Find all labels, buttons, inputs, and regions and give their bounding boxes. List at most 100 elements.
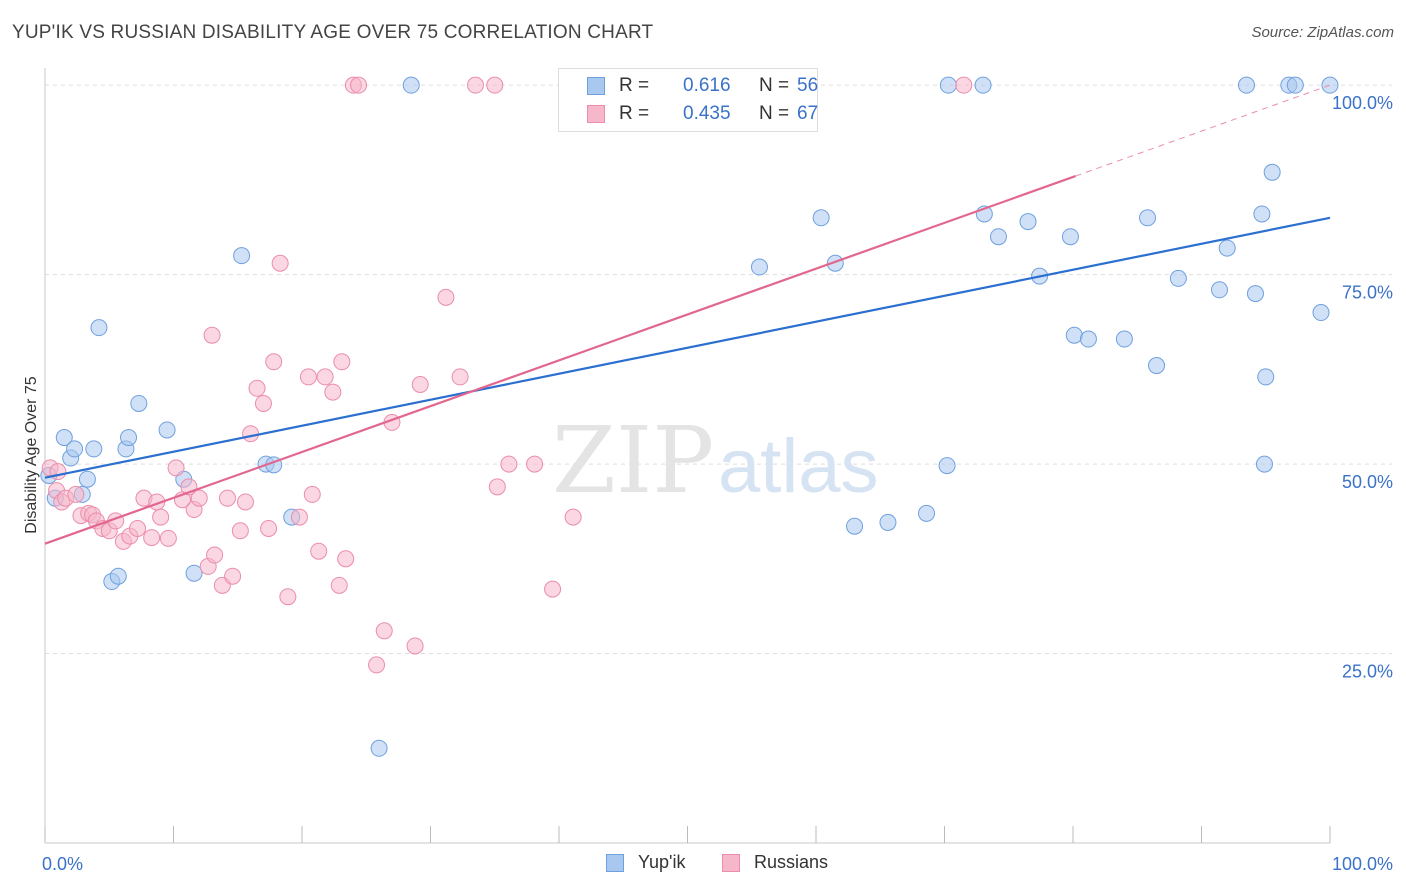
russians-point — [324, 383, 342, 401]
russians-point — [544, 580, 562, 598]
yupik-point — [1115, 330, 1133, 348]
bottom-legend-swatch-pink — [722, 854, 740, 872]
y-tick-label: 25.0% — [1342, 662, 1393, 682]
russians-point — [411, 376, 429, 394]
legend-swatch-blue — [587, 77, 605, 95]
russians-point — [236, 493, 254, 511]
yupik-point — [1065, 326, 1083, 344]
yupik-point — [750, 258, 768, 276]
russians-point — [406, 637, 424, 655]
russians-point — [224, 567, 242, 585]
yupik-point — [1210, 281, 1228, 299]
russians-point — [330, 576, 348, 594]
yupik-point — [130, 394, 148, 412]
yupik-point — [109, 567, 127, 585]
yupik-point — [1286, 76, 1304, 94]
x-tick-label: 0.0% — [42, 854, 83, 874]
russians-point — [231, 522, 249, 540]
yupik-point — [1312, 304, 1330, 322]
legend-r-value: 0.616 — [683, 75, 731, 96]
yupik-point — [1255, 455, 1273, 473]
russians-point — [254, 394, 272, 412]
y-tick-label: 75.0% — [1342, 283, 1393, 303]
russians-point — [242, 425, 260, 443]
russians-point — [152, 508, 170, 526]
yupik-point — [939, 76, 957, 94]
yupik-point — [158, 421, 176, 439]
russians-point — [129, 519, 147, 537]
russians-point — [206, 546, 224, 564]
yupik-point — [402, 76, 420, 94]
legend-n-value: 67 — [797, 103, 819, 124]
bottom-legend-label: Yup'ik — [638, 852, 686, 872]
russians-point — [260, 519, 278, 537]
bottom-legend-swatch-blue — [606, 854, 624, 872]
russians-point — [488, 478, 506, 496]
russians-point — [316, 368, 334, 386]
russians-point — [368, 656, 386, 674]
bottom-legend-label: Russians — [754, 852, 829, 872]
russians-trend-line — [44, 175, 1076, 545]
trend-layer — [44, 84, 1331, 545]
yupik-point — [1139, 209, 1157, 227]
russians-point — [290, 508, 308, 526]
axis-layer — [44, 68, 1331, 844]
grid-layer — [45, 84, 1392, 655]
russians-point — [375, 622, 393, 640]
yupik-point — [370, 739, 388, 757]
russians-point — [279, 588, 297, 606]
yupik-point — [879, 513, 897, 531]
yupik-point — [974, 76, 992, 94]
russians-point — [143, 529, 161, 547]
yupik-point — [989, 228, 1007, 246]
russians-point — [299, 368, 317, 386]
yupik-point — [1263, 163, 1281, 181]
legend-r-label: R = — [619, 103, 650, 124]
russians-point — [466, 76, 484, 94]
yupik-point — [90, 319, 108, 337]
legend-swatch-pink — [587, 105, 605, 123]
legend-n-label: N = — [759, 75, 790, 96]
russians-point — [451, 368, 469, 386]
yupik-point — [1019, 213, 1037, 231]
yupik-point — [78, 470, 96, 488]
chart-title: YUP'IK VS RUSSIAN DISABILITY AGE OVER 75… — [12, 22, 654, 43]
yupik-point — [1218, 239, 1236, 257]
yupik-point — [1237, 76, 1255, 94]
yupik-point — [812, 209, 830, 227]
chart-source: Source: ZipAtlas.com — [1251, 24, 1394, 41]
yupik-point — [120, 429, 138, 447]
russians-point — [333, 353, 351, 371]
tick-labels: 25.0% 50.0% 75.0% 100.0% 0.0% 100.0% — [42, 93, 1393, 874]
russians-point — [564, 508, 582, 526]
watermark-atlas: atlas — [718, 424, 879, 509]
russians-point — [271, 254, 289, 272]
russians-point — [67, 485, 85, 503]
russians-point — [955, 76, 973, 94]
yupik-trend-line — [44, 216, 1331, 479]
russians-point — [337, 550, 355, 568]
yupik-point — [1321, 76, 1339, 94]
yupik-point — [1253, 205, 1271, 223]
legend-n-label: N = — [759, 103, 790, 124]
russians-point — [437, 288, 455, 306]
yupik-point — [918, 504, 936, 522]
yupik-point — [233, 247, 251, 265]
x-tick-label: 100.0% — [1332, 854, 1393, 874]
yupik-point — [846, 517, 864, 535]
yupik-point — [1148, 357, 1166, 375]
yupik-point — [1246, 285, 1264, 303]
yupik-point — [1061, 228, 1079, 246]
watermark-zip: ZIP — [552, 407, 714, 514]
stats-legend: R = 0.616 N = 56 R = 0.435 N = 67 — [558, 68, 818, 132]
yupik-point — [66, 440, 84, 458]
legend-r-label: R = — [619, 75, 650, 96]
yupik-point — [185, 564, 203, 582]
russians-point — [265, 353, 283, 371]
y-tick-label: 50.0% — [1342, 472, 1393, 492]
russians-point — [248, 379, 266, 397]
russians-point — [486, 76, 504, 94]
yupik-point — [1257, 368, 1275, 386]
yupik-point — [1079, 330, 1097, 348]
russians-point — [526, 455, 544, 473]
